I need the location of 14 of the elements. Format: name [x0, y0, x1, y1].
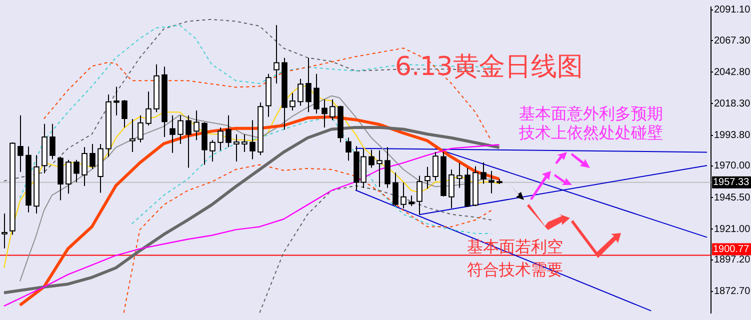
y-tick-label: 1921.00	[714, 224, 751, 235]
annotation: 技术上依然处处碰壁	[518, 123, 663, 142]
ref-line-label: 1900.77	[713, 244, 750, 256]
y-tick-label: 1945.50	[714, 192, 751, 204]
y-tick-label: 1993.80	[714, 130, 751, 142]
y-tick-label: 2091.10	[714, 4, 751, 16]
y-tick-label: 1872.70	[714, 286, 751, 298]
y-tick-label: 2067.30	[714, 35, 751, 46]
y-tick-label: 2042.80	[714, 66, 751, 78]
ref-line-label: 1957.33	[713, 177, 750, 188]
annotation: 基本面意外利多预期	[519, 104, 663, 124]
y-tick-label: 1897.20	[714, 254, 751, 266]
y-tick-label: 2018.30	[714, 98, 751, 110]
y-tick-label: 1970.00	[714, 160, 751, 172]
